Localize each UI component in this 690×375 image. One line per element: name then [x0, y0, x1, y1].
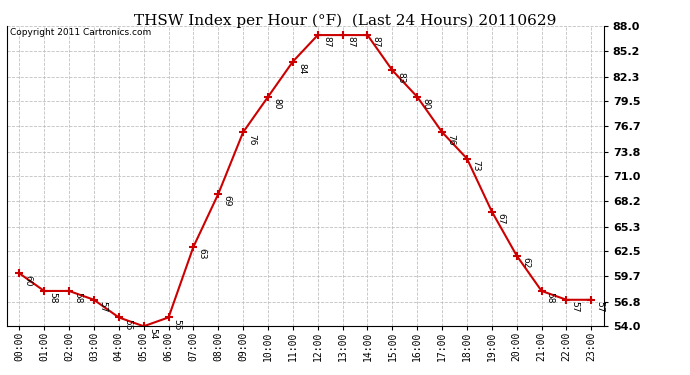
- Text: 57: 57: [98, 301, 107, 313]
- Text: 57: 57: [571, 301, 580, 313]
- Text: 76: 76: [446, 134, 455, 145]
- Text: 58: 58: [546, 292, 555, 304]
- Text: 87: 87: [322, 36, 331, 48]
- Text: 58: 58: [73, 292, 82, 304]
- Text: 62: 62: [521, 257, 530, 268]
- Text: Copyright 2011 Cartronics.com: Copyright 2011 Cartronics.com: [10, 28, 151, 37]
- Text: THSW Index per Hour (°F)  (Last 24 Hours) 20110629: THSW Index per Hour (°F) (Last 24 Hours)…: [134, 13, 556, 27]
- Text: 57: 57: [595, 301, 604, 313]
- Text: 87: 87: [347, 36, 356, 48]
- Text: 87: 87: [372, 36, 381, 48]
- Text: 63: 63: [197, 248, 206, 260]
- Text: 73: 73: [471, 160, 480, 171]
- Text: 84: 84: [297, 63, 306, 74]
- Text: 69: 69: [222, 195, 231, 207]
- Text: 80: 80: [272, 98, 282, 110]
- Text: 80: 80: [422, 98, 431, 110]
- Text: 76: 76: [247, 134, 256, 145]
- Text: 83: 83: [397, 72, 406, 83]
- Text: 55: 55: [123, 319, 132, 330]
- Text: 60: 60: [23, 275, 32, 286]
- Text: 55: 55: [172, 319, 181, 330]
- Text: 58: 58: [48, 292, 57, 304]
- Text: 54: 54: [148, 328, 157, 339]
- Text: 67: 67: [496, 213, 505, 224]
